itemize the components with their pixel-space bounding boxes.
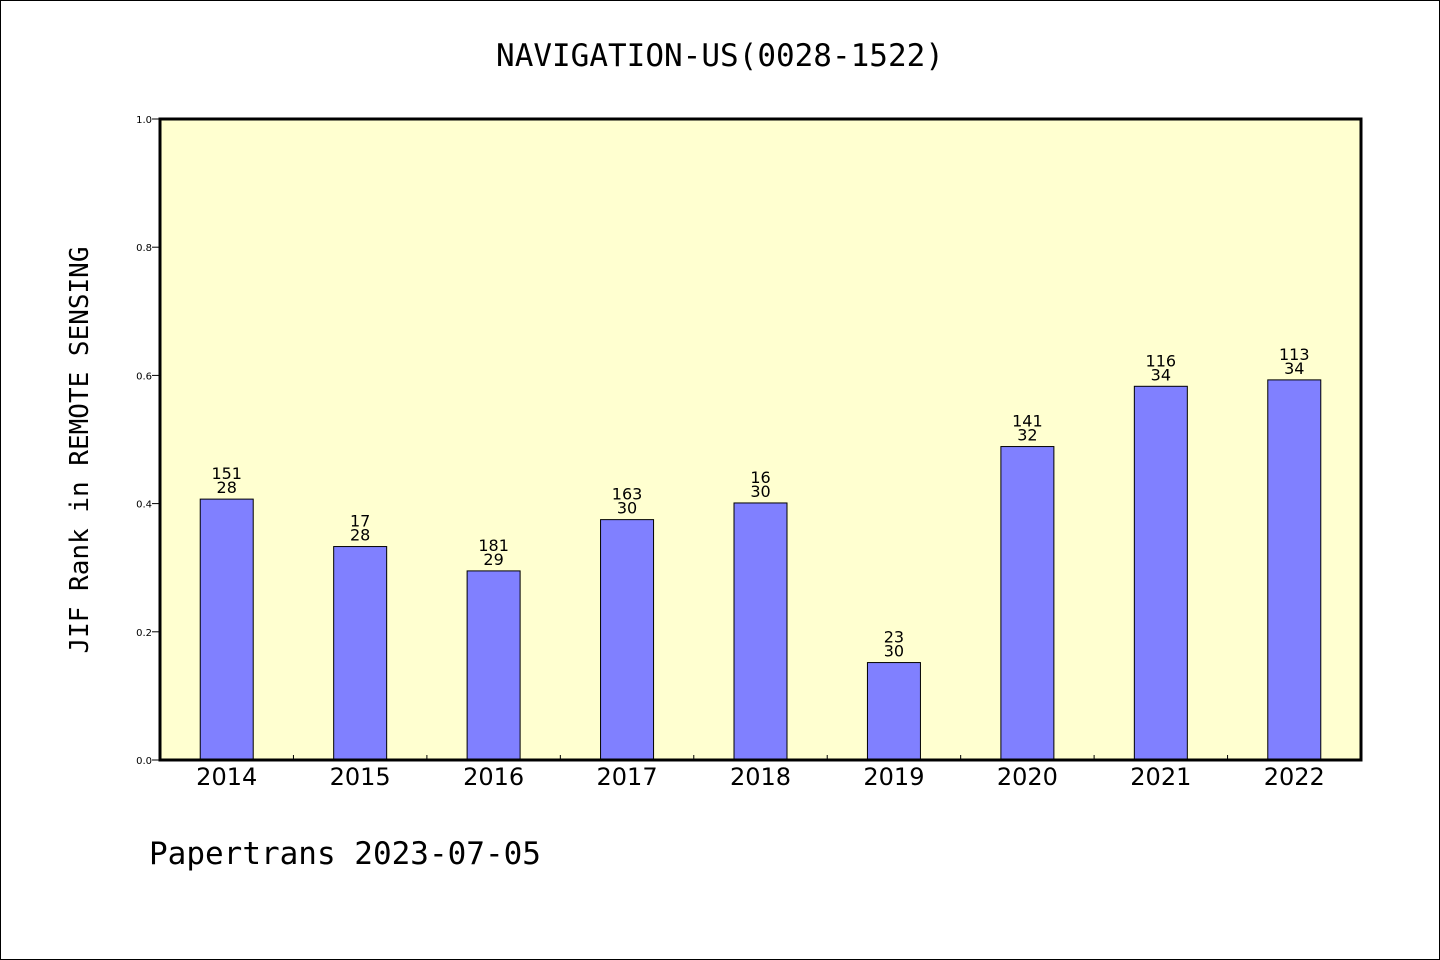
bar-label-top: 23 <box>884 628 904 647</box>
x-tick-label: 2019 <box>863 763 924 791</box>
bar-label-bottom: 30 <box>617 499 637 518</box>
bar <box>333 546 388 761</box>
bars: 1512817281812916330163023301413211634113… <box>199 345 1322 761</box>
bar-label-top: 163 <box>612 485 643 504</box>
bar-label-top: 181 <box>478 536 509 555</box>
bar-label-top: 141 <box>1012 412 1043 431</box>
bar-label-bottom: 30 <box>750 482 770 501</box>
x-tick-label: 2014 <box>196 763 257 791</box>
bar-label-top: 17 <box>350 512 370 531</box>
bar-label-top: 16 <box>750 468 770 487</box>
y-tick-label: 0.4 <box>136 500 152 511</box>
bar-label-bottom: 34 <box>1284 359 1304 378</box>
plot-border <box>158 117 1363 762</box>
x-tick-label: 2021 <box>1130 763 1191 791</box>
x-tick-label: 2018 <box>730 763 791 791</box>
x-tick-label: 2017 <box>597 763 658 791</box>
bar <box>600 519 655 761</box>
x-axis: 2014 2015 2016 2017 2018 2019 2020 2021 2022 <box>196 755 1325 791</box>
bar <box>866 662 921 761</box>
bar-label-bottom: 28 <box>217 478 237 497</box>
bar <box>1133 385 1188 761</box>
y-tick-label: 1.0 <box>136 115 152 126</box>
x-tick-label: 2020 <box>997 763 1058 791</box>
bar <box>466 570 521 761</box>
y-tick-label: 0.6 <box>136 371 152 382</box>
x-tick-label: 2015 <box>330 763 391 791</box>
bar-label-top: 151 <box>211 464 242 483</box>
y-axis-title: JIF Rank in REMOTE SENSING <box>65 247 95 654</box>
bar-label-top: 113 <box>1279 345 1310 364</box>
y-axis: 0.0 0.2 0.4 0.6 0.8 1.0 <box>136 115 160 767</box>
bar-label-top: 116 <box>1146 351 1177 370</box>
y-tick-label: 0.2 <box>136 628 152 639</box>
bar-label-bottom: 30 <box>884 642 904 661</box>
bar <box>1000 446 1055 761</box>
bar <box>1267 379 1322 761</box>
x-tick-label: 2022 <box>1264 763 1325 791</box>
y-tick-label: 0.0 <box>136 756 152 767</box>
footer-text: Papertrans 2023-07-05 <box>149 836 541 872</box>
bar-label-bottom: 34 <box>1151 365 1171 384</box>
bar-label-bottom: 32 <box>1017 426 1037 445</box>
bar <box>199 498 254 761</box>
x-tick-label: 2016 <box>463 763 524 791</box>
chart-title: NAVIGATION-US(0028-1522) <box>496 38 944 74</box>
y-tick-label: 0.8 <box>136 243 152 254</box>
bar <box>733 502 788 761</box>
bar-label-bottom: 28 <box>350 526 370 545</box>
bar-label-bottom: 29 <box>483 550 503 569</box>
